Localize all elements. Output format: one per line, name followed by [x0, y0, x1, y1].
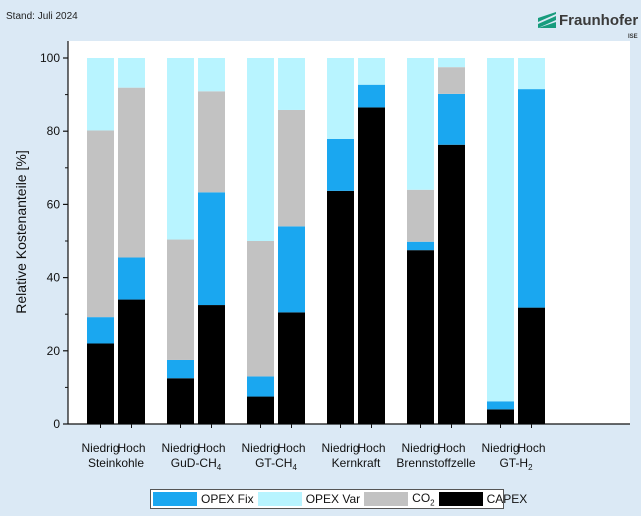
- legend-label: OPEX Var: [305, 492, 361, 506]
- chart-legend: OPEX Fix OPEX Var CO2 CAPEX: [150, 489, 527, 509]
- x-case-label: Hoch: [277, 441, 305, 455]
- legend-label: CO2: [412, 490, 435, 508]
- bar-segment: [407, 250, 434, 424]
- bar-segment: [358, 107, 385, 424]
- bar-segment: [278, 312, 305, 424]
- y-tick-label: 60: [47, 197, 61, 211]
- bar-segment: [87, 130, 114, 318]
- x-case-label: Hoch: [117, 441, 145, 455]
- bar-segment: [198, 91, 225, 193]
- bar-segment: [518, 58, 545, 90]
- bar-segment: [247, 376, 274, 397]
- bar-segment: [198, 305, 225, 424]
- y-tick-label: 20: [47, 344, 61, 358]
- legend-label: CAPEX: [486, 492, 528, 506]
- bar-segment: [167, 378, 194, 424]
- x-case-label: Hoch: [197, 441, 225, 455]
- bar-segment: [247, 241, 274, 377]
- legend-swatch: [153, 492, 197, 506]
- x-case-label: Hoch: [437, 441, 465, 455]
- legend-item: CAPEX: [438, 492, 528, 506]
- x-group-label: GT-H2: [499, 456, 533, 472]
- fraunhofer-logo-icon: [538, 12, 556, 28]
- bar-segment: [198, 58, 225, 92]
- bar-segment: [118, 257, 145, 300]
- legend-swatch: [257, 492, 302, 506]
- logo-subtext: ISE: [628, 34, 638, 40]
- y-tick-label: 0: [53, 417, 60, 431]
- x-case-label: Niedrig: [481, 441, 519, 455]
- bar-segment: [87, 343, 114, 424]
- bar-segment: [167, 359, 194, 379]
- legend-item: CO2: [364, 490, 435, 508]
- bar-segment: [118, 87, 145, 258]
- x-group-label: GuD-CH4: [171, 456, 222, 472]
- bar-segment: [278, 58, 305, 110]
- bar-segment: [438, 58, 465, 68]
- bar-segment: [278, 226, 305, 313]
- chart-labels: 0 20 40 60 80 100 Relative Kostenanteile [%] Ni…: [13, 51, 546, 472]
- bar-segment: [327, 138, 354, 191]
- bar-segment: [487, 409, 514, 424]
- bar-segment: [438, 144, 465, 424]
- x-case-label: Niedrig: [81, 441, 119, 455]
- bar-segment: [358, 58, 385, 85]
- y-tick-label: 80: [47, 124, 61, 138]
- x-case-label: Niedrig: [161, 441, 199, 455]
- bar-segment: [118, 58, 145, 88]
- logo-wordmark: Fraunhofer: [559, 12, 639, 29]
- x-group-label: Steinkohle: [88, 456, 144, 470]
- x-case-label: Hoch: [517, 441, 545, 455]
- bar-segment: [167, 58, 194, 240]
- legend-label: OPEX Fix: [201, 492, 254, 506]
- bar-segment: [358, 84, 385, 108]
- bar-segment: [87, 58, 114, 131]
- bar-segment: [438, 93, 465, 145]
- y-tick-label: 40: [47, 271, 61, 285]
- bar-segment: [438, 67, 465, 94]
- bar-segment: [87, 317, 114, 344]
- bar-segment: [407, 189, 434, 242]
- x-case-label: Niedrig: [321, 441, 359, 455]
- chart-bars: [87, 58, 545, 424]
- x-case-label: Hoch: [357, 441, 385, 455]
- bar-segment: [327, 58, 354, 139]
- bar-segment: [518, 307, 545, 424]
- bar-segment: [518, 89, 545, 308]
- legend-swatch: [438, 492, 483, 506]
- x-group-label: Kernkraft: [332, 456, 381, 470]
- x-group-label: Brennstoffzelle: [396, 456, 475, 470]
- bar-segment: [198, 192, 225, 306]
- bar-segment: [247, 58, 274, 241]
- stand-date-label: Stand: Juli 2024: [6, 11, 78, 22]
- x-group-label: GT-CH4: [255, 456, 297, 472]
- x-case-label: Niedrig: [241, 441, 279, 455]
- legend-item: OPEX Var: [257, 492, 361, 506]
- bar-segment: [487, 58, 514, 402]
- bar-segment: [167, 239, 194, 360]
- bar-segment: [327, 190, 354, 424]
- y-tick-label: 100: [40, 51, 60, 65]
- stacked-bar-chart: 0 20 40 60 80 100 Relative Kostenanteile [%] Ni…: [13, 41, 630, 472]
- legend-item: OPEX Fix: [153, 492, 254, 506]
- legend-swatch: [364, 491, 409, 506]
- bar-segment: [278, 109, 305, 227]
- bar-segment: [407, 241, 434, 251]
- bar-segment: [118, 299, 145, 424]
- bar-segment: [247, 396, 274, 424]
- x-case-label: Niedrig: [401, 441, 439, 455]
- fraunhofer-logo: Fraunhofer ISE: [538, 11, 638, 41]
- bar-segment: [407, 58, 434, 190]
- y-axis-label: Relative Kostenanteile [%]: [13, 150, 29, 313]
- bar-segment: [487, 401, 514, 410]
